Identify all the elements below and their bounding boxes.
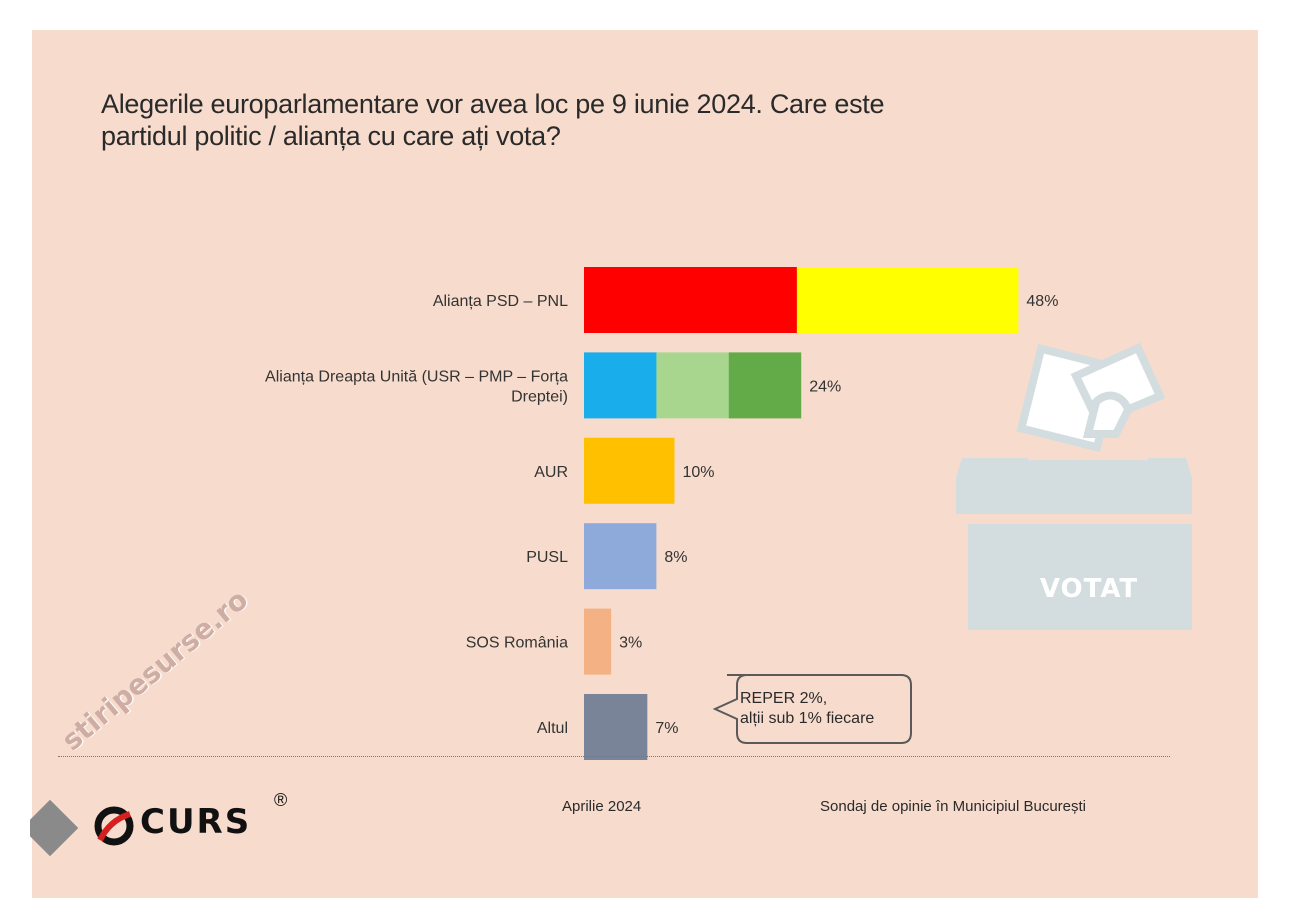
- footer-divider: [58, 756, 1170, 757]
- curs-logo: CURS ®: [21, 780, 330, 870]
- value-label: 24%: [809, 378, 841, 395]
- bar-segment: [584, 352, 657, 419]
- title-line-1: Alegerile europarlamentare vor avea loc …: [101, 89, 885, 119]
- annotation-callout: REPER 2%, alții sub 1% fiecare: [705, 673, 913, 744]
- category-label: PUSL: [526, 549, 568, 566]
- bar: [584, 437, 675, 504]
- bar-segment: [728, 352, 802, 419]
- bar: [584, 608, 612, 675]
- footer-date: Aprilie 2024: [562, 798, 642, 815]
- annotation-line-2: alții sub 1% fiecare: [740, 710, 875, 727]
- bar: [584, 523, 657, 590]
- title-line-2: partidul politic / alianța cu care ați v…: [101, 121, 561, 151]
- category-label: Alianța PSD – PNL: [433, 293, 568, 310]
- ballot-box-icon: VOTAT: [928, 338, 1210, 658]
- bar-group: [584, 694, 648, 760]
- category-label: SOS România: [466, 635, 568, 652]
- category-label: Dreptei): [511, 388, 568, 405]
- bar-group: [584, 523, 657, 590]
- value-label: 10%: [683, 464, 715, 481]
- chart-title: Alegerile europarlamentare vor avea loc …: [101, 88, 1101, 152]
- bar-group: [584, 437, 675, 504]
- value-label: 7%: [655, 720, 678, 737]
- bar-group: [584, 267, 1019, 333]
- bar-segment: [796, 267, 1019, 333]
- value-label: 3%: [619, 635, 642, 652]
- category-label: AUR: [534, 464, 568, 481]
- curs-logo-icon: [21, 799, 134, 857]
- category-label: Alianța Dreapta Unită (USR – PMP – Forța: [265, 368, 568, 385]
- category-label: Altul: [537, 720, 568, 737]
- annotation-line-1: REPER 2%,: [740, 690, 828, 707]
- bar-segment: [656, 352, 730, 419]
- footer-source: Sondaj de opinie în Municipiul București: [820, 798, 1086, 815]
- registered-mark: ®: [274, 790, 288, 810]
- value-label: 48%: [1026, 293, 1058, 310]
- bar-group: [584, 352, 802, 419]
- bar: [584, 694, 648, 760]
- curs-logo-text: CURS: [140, 802, 252, 842]
- bar-group: [584, 608, 612, 675]
- bar-segment: [584, 267, 798, 333]
- value-label: 8%: [664, 549, 687, 566]
- ballot-label: VOTAT: [1039, 574, 1139, 604]
